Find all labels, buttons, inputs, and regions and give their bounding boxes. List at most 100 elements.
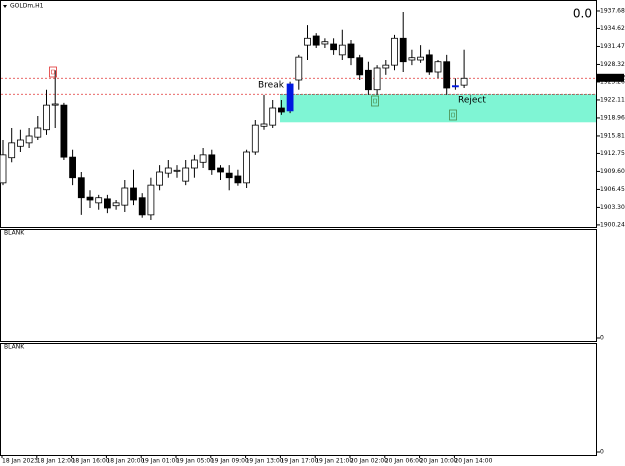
y-tick-label: 1928.320 — [600, 61, 625, 68]
zone — [280, 94, 596, 123]
candle-body — [190, 159, 198, 169]
candle-body — [321, 41, 329, 45]
y-tick-label: 1918.960 — [600, 114, 625, 121]
y-tick-label: 1912.750 — [600, 150, 625, 157]
x-tick-label: 19 Jan 13:00 — [246, 458, 284, 465]
candle-body — [269, 107, 277, 126]
candle-body — [451, 85, 459, 88]
candle-body — [460, 77, 468, 86]
signal-icon — [49, 66, 57, 78]
candle-body — [138, 197, 146, 216]
candle-body — [95, 197, 103, 204]
candle-body — [34, 127, 42, 138]
annotation: Reject — [458, 96, 486, 106]
candle-body — [443, 61, 451, 89]
candle-body — [104, 198, 111, 209]
candle-body — [51, 103, 59, 106]
signal-icon-glyph — [451, 112, 455, 118]
x-tick-label: 18 Jan 12:00 — [37, 458, 75, 465]
candle-body — [425, 54, 433, 73]
x-tick-label: 20 Jan 06:00 — [385, 458, 423, 465]
candle-body — [69, 156, 76, 179]
candle-body — [43, 104, 50, 131]
signal-icon — [449, 109, 457, 121]
candle-body — [277, 107, 285, 113]
candle-body — [251, 124, 259, 153]
candle-body — [304, 37, 311, 46]
candle-body — [130, 187, 137, 201]
y-tick-label: 1922.110 — [600, 96, 625, 103]
candle-body — [86, 196, 94, 201]
y-tick-label: 1937.680 — [600, 7, 625, 14]
y-tick-label: 0 — [600, 449, 604, 456]
x-tick-label: 19 Jan 09:00 — [211, 458, 249, 465]
candle-body — [60, 104, 68, 158]
candle-body — [234, 175, 242, 184]
candle-body — [8, 142, 16, 159]
y-tick-label: 1915.810 — [600, 132, 625, 139]
signal-icon-glyph — [51, 69, 55, 75]
candle-body — [217, 167, 224, 173]
candle-body — [225, 172, 233, 179]
x-tick-label: 20 Jan 10:00 — [420, 458, 458, 465]
menu-arrow[interactable] — [3, 5, 7, 8]
annotation: Break — [258, 81, 285, 91]
corner-value: 0.0 — [573, 7, 592, 21]
panel-title: BLANK — [4, 230, 25, 237]
candle-body — [364, 69, 372, 91]
sub-panel — [0, 343, 597, 456]
y-tick-label: 1934.620 — [600, 25, 625, 32]
y-tick-label: 1900.240 — [600, 221, 625, 228]
panel-title: BLANK — [4, 344, 25, 351]
x-tick-label: 19 Jan 21:00 — [315, 458, 353, 465]
candle-body — [173, 169, 181, 172]
x-tick-label: 18 Jan 20:00 — [106, 458, 144, 465]
candle-body — [182, 167, 190, 182]
x-tick-label: 20 Jan 02:00 — [350, 458, 388, 465]
candle-body — [147, 184, 155, 216]
candle-body — [417, 56, 425, 61]
candle-body — [391, 37, 398, 66]
candle-body — [338, 44, 346, 56]
current-price-box — [597, 73, 624, 82]
candle-body — [164, 167, 172, 174]
candle-body — [16, 139, 24, 147]
candle-body — [408, 57, 416, 61]
candle-body — [330, 43, 338, 51]
sub-panel — [0, 229, 597, 342]
candle-body — [156, 171, 164, 186]
signal-icon — [371, 95, 379, 107]
candle-body — [434, 61, 442, 73]
y-tick-label: 1903.300 — [600, 204, 625, 211]
candle-body — [286, 83, 294, 112]
candle-body — [399, 37, 407, 63]
candle-body — [260, 123, 268, 127]
candle-body — [25, 135, 33, 144]
x-tick-label: 20 Jan 14:00 — [454, 458, 492, 465]
chart-title: GOLDm,H1 — [10, 3, 44, 10]
y-tick-label: 1931.470 — [600, 43, 625, 50]
candle-body — [347, 43, 355, 59]
x-tick-label: 18 Jan 16:00 — [72, 458, 110, 465]
current-price-label: 1925.985 — [599, 74, 625, 81]
x-tick-label: 18 Jan 2023 — [2, 458, 38, 465]
y-tick-label: 1906.450 — [600, 186, 625, 193]
signal-icon-glyph — [373, 98, 377, 104]
y-tick-label: 1909.600 — [600, 168, 625, 175]
candle-body — [121, 187, 129, 206]
y-tick-label: 1925.260 — [600, 78, 625, 85]
x-tick-label: 19 Jan 01:00 — [141, 458, 179, 465]
candle-body — [77, 177, 85, 199]
x-tick-label: 19 Jan 05:00 — [176, 458, 214, 465]
candle-body — [112, 202, 120, 207]
candle-body — [373, 67, 381, 91]
candle-body — [356, 57, 364, 76]
y-tick-label: 0 — [600, 335, 604, 342]
candle-body — [243, 151, 251, 184]
candle-body — [208, 154, 216, 171]
candle-body — [0, 154, 7, 184]
x-tick-label: 19 Jan 17:00 — [280, 458, 318, 465]
candle-body — [312, 35, 320, 46]
